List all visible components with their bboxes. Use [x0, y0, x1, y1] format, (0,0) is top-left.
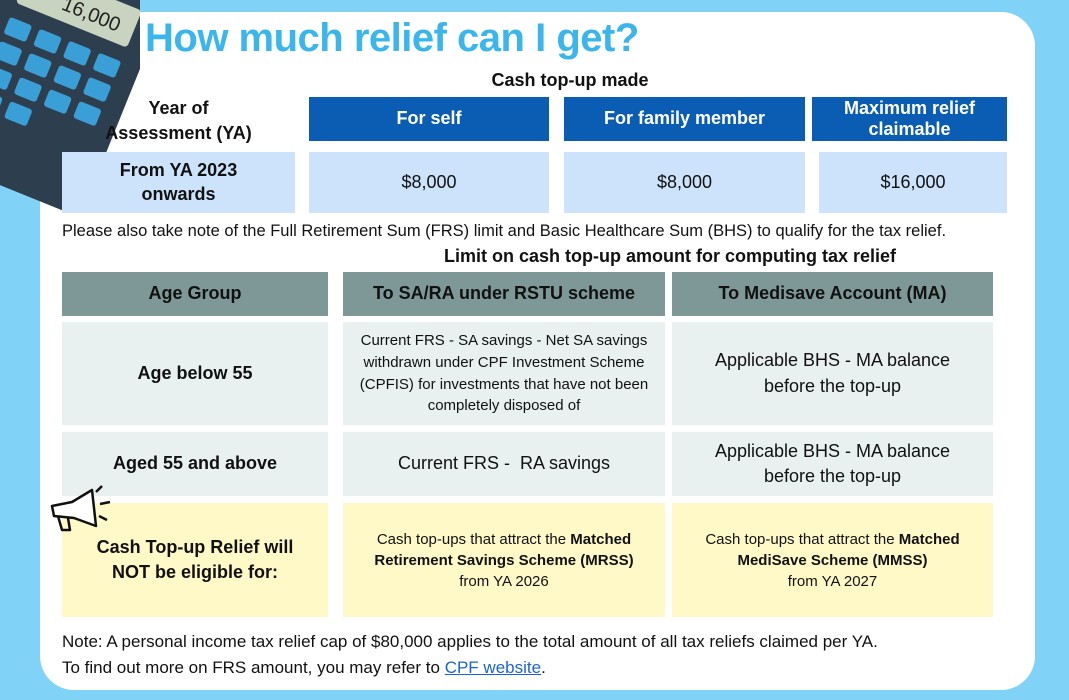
footer-text: To find out more on FRS amount, you may …: [62, 658, 440, 677]
table-cell: Aged 55 and above: [62, 432, 328, 496]
footer-more: To find out more on FRS amount, you may …: [62, 658, 546, 678]
footer-end: .: [541, 658, 546, 677]
exclusion-scheme: Matched Retirement Savings Scheme (MRSS): [374, 530, 634, 569]
column-header: To SA/RA under RSTU scheme: [343, 272, 665, 316]
cpf-link[interactable]: CPF website: [444, 658, 542, 677]
exclusion-cell: Cash top-ups that attract the Matched Me…: [672, 503, 993, 617]
row-header: Year of Assessment (YA): [105, 97, 252, 143]
table1-caption: Cash top-up made: [491, 70, 649, 90]
exclusion-suffix: from YA 2026: [459, 572, 549, 590]
exclusion-prefix: Cash top-ups that attract the: [376, 530, 567, 548]
calculator-illustration: 16,000: [0, 0, 140, 210]
column-header: Maximum relief claimable: [812, 97, 1007, 141]
table-cell: From YA 2023 onwards: [62, 152, 295, 213]
exclusion-scheme: Matched MediSave Scheme (MMSS): [737, 530, 960, 569]
exclusion-label: Cash Top-up Relief will NOT be eligible …: [62, 503, 328, 617]
exclusion-cell: Cash top-ups that attract the Matched Re…: [343, 503, 665, 617]
table-cell: Applicable BHS - MA balance before the t…: [672, 322, 993, 425]
note: Please also take note of the Full Retire…: [62, 222, 947, 240]
table-cell: Applicable BHS - MA balance before the t…: [672, 432, 993, 496]
title: How much relief can I get?: [145, 16, 639, 60]
table-cell: Age below 55: [62, 322, 328, 425]
column-header: To Medisave Account (MA): [672, 272, 993, 316]
column-header: Age Group: [62, 272, 328, 316]
exclusion-prefix: Cash top-ups that attract the: [705, 530, 895, 548]
calculator-keys: [0, 17, 121, 126]
column-header: For self: [309, 97, 549, 141]
table-cell: Current FRS - SA savings - Net SA saving…: [343, 322, 665, 425]
table-cell: Current FRS - RA savings: [343, 432, 665, 496]
megaphone-icon: [50, 485, 111, 532]
footer-note: Note: A personal income tax relief cap o…: [62, 632, 878, 651]
calculator-screen: [16, 0, 140, 47]
exclusion-text: Cash top-ups that attract the Matched Re…: [353, 529, 655, 571]
exclusion-suffix: from YA 2027: [787, 572, 878, 590]
table-cell: $16,000: [819, 152, 1007, 213]
exclusion-text: Cash top-ups that attract the Matched Me…: [682, 529, 983, 571]
column-header: For family member: [564, 97, 805, 141]
table-cell: $8,000: [564, 152, 805, 213]
table2-caption: Limit on cash top-up amount for computin…: [443, 246, 896, 266]
table-cell: $8,000: [309, 152, 549, 213]
